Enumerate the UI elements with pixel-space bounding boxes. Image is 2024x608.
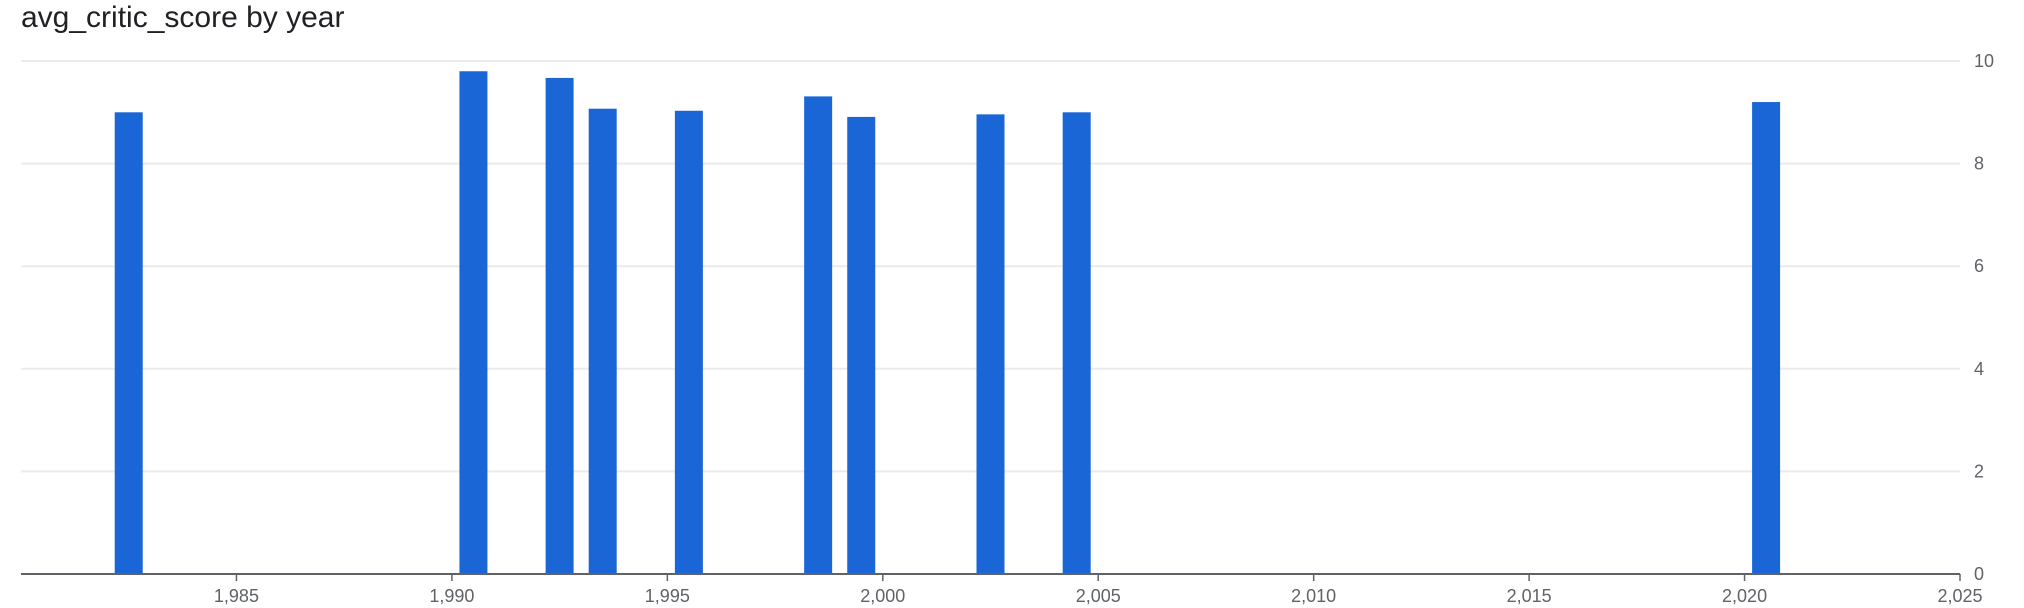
x-tick-label: 2,020 (1722, 586, 1767, 606)
bar (976, 114, 1005, 575)
y-tick-label: 6 (1974, 256, 1984, 276)
y-tick-label: 0 (1974, 564, 1984, 584)
y-tick-label: 8 (1974, 154, 1984, 174)
y-tick-label: 4 (1974, 359, 1984, 379)
x-tick-label: 2,025 (1937, 586, 1982, 606)
bar (588, 108, 617, 575)
tick-labels: 0 2 4 6 8 10 1,985 1,990 1,995 2,000 2,005 2,010 2,0… (214, 51, 1994, 606)
y-tick-label: 10 (1974, 51, 1994, 71)
y-tick-label: 2 (1974, 461, 1984, 481)
chart-title: avg_critic_score by year (21, 1, 345, 34)
bars (114, 71, 1781, 575)
bar (1752, 102, 1781, 574)
bar (1062, 112, 1091, 575)
x-tick-label: 2,000 (860, 586, 905, 606)
bar (674, 110, 703, 575)
bar (804, 96, 833, 574)
x-tick-label: 2,005 (1076, 586, 1121, 606)
x-tick-label: 1,985 (214, 586, 259, 606)
x-tick-label: 2,015 (1507, 586, 1552, 606)
bar (459, 71, 488, 574)
axes (21, 573, 1961, 581)
bar (114, 112, 143, 575)
x-tick-label: 1,995 (645, 586, 690, 606)
x-tick-label: 1,990 (429, 586, 474, 606)
bar (545, 77, 574, 574)
x-tick-label: 2,010 (1291, 586, 1336, 606)
bar (847, 116, 876, 575)
